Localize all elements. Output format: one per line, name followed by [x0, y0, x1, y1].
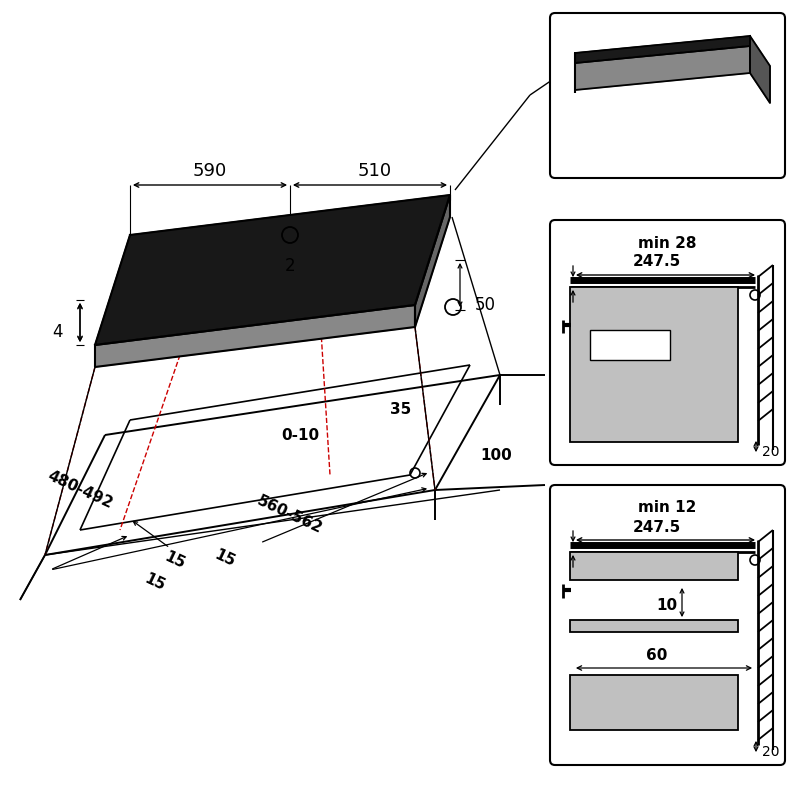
Bar	[570, 552, 738, 580]
Text: 60: 60	[646, 647, 668, 662]
Text: 2: 2	[285, 257, 295, 275]
Text: 510: 510	[358, 162, 392, 180]
Polygon shape	[415, 195, 450, 327]
Text: 100: 100	[480, 447, 512, 462]
Text: 35: 35	[390, 402, 411, 418]
Text: 590: 590	[193, 162, 227, 180]
Text: 480-492: 480-492	[45, 468, 115, 512]
Bar	[570, 675, 738, 730]
Bar	[590, 330, 670, 360]
Text: min 28: min 28	[638, 235, 696, 250]
FancyBboxPatch shape	[550, 13, 785, 178]
Bar	[570, 287, 738, 442]
FancyBboxPatch shape	[550, 485, 785, 765]
Text: 20: 20	[762, 745, 779, 759]
Bar	[570, 620, 738, 632]
Text: 20: 20	[762, 445, 779, 459]
Text: 247.5: 247.5	[633, 254, 681, 270]
Polygon shape	[95, 195, 450, 345]
Text: 4: 4	[53, 323, 63, 341]
Polygon shape	[575, 46, 750, 90]
Text: 50: 50	[475, 296, 496, 314]
Polygon shape	[575, 36, 750, 63]
Text: 15: 15	[162, 549, 188, 571]
Text: 247.5: 247.5	[633, 519, 681, 534]
Text: min 12: min 12	[638, 501, 696, 515]
Text: 15: 15	[212, 546, 238, 570]
Text: 15: 15	[142, 570, 168, 594]
Polygon shape	[95, 305, 415, 367]
Text: 560-562: 560-562	[255, 494, 325, 537]
Text: 10: 10	[657, 598, 678, 613]
FancyBboxPatch shape	[550, 220, 785, 465]
Text: 0-10: 0-10	[281, 427, 319, 442]
Polygon shape	[750, 36, 770, 103]
